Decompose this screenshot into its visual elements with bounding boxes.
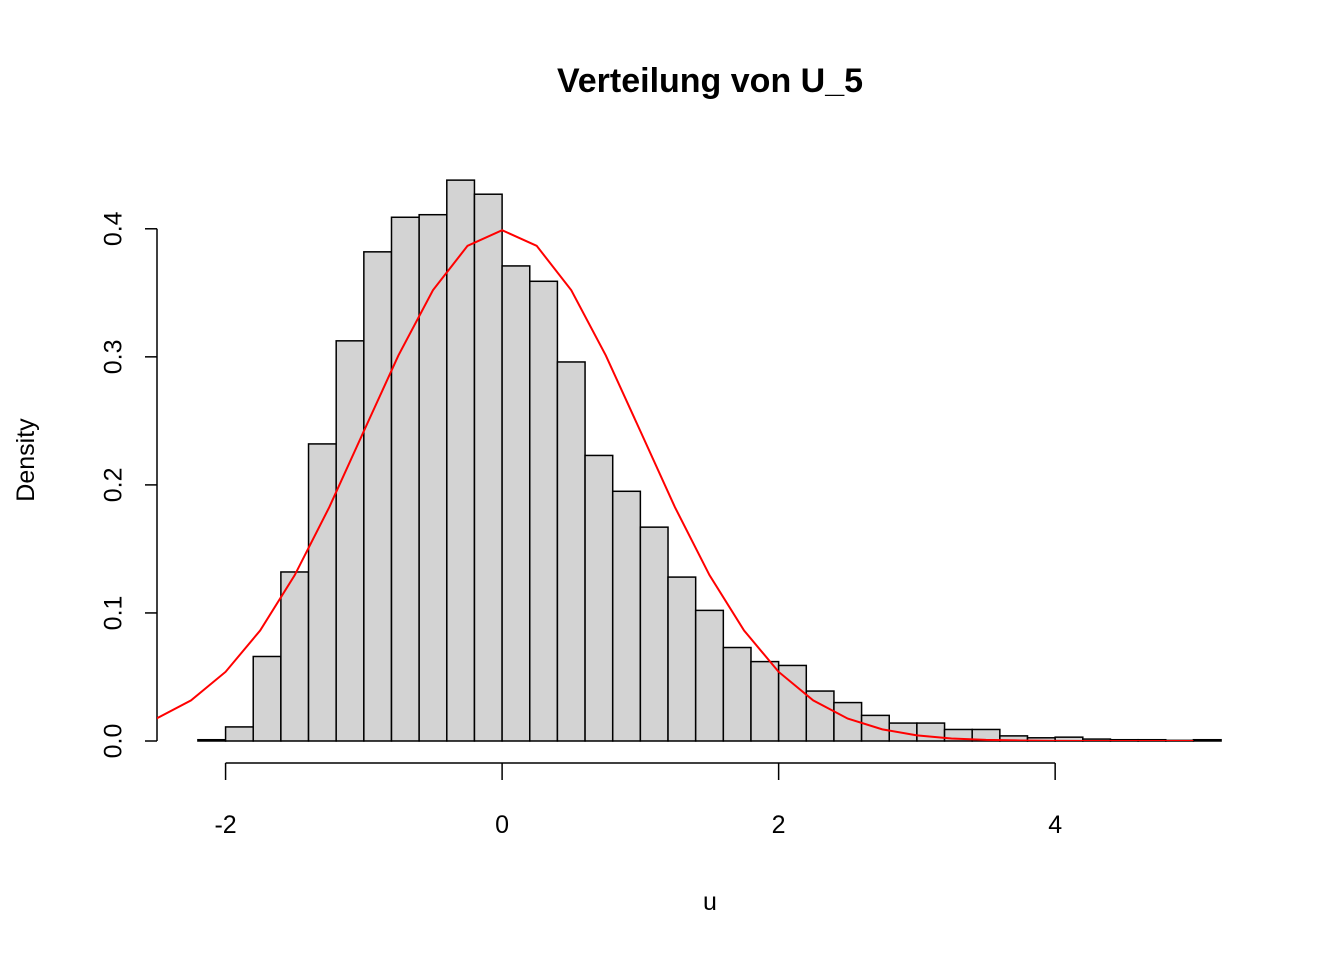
bar: [307, 443, 337, 742]
bar: [529, 280, 559, 742]
bar: [611, 490, 642, 742]
chart-title: Verteilung von U_5: [557, 62, 863, 100]
y-axis-label: Density: [12, 418, 40, 502]
bar: [556, 361, 586, 742]
bar: [1192, 738, 1222, 742]
density-curve: [157, 229, 1194, 741]
x-tick-label: 4: [1048, 811, 1062, 839]
bar: [501, 265, 531, 742]
bar: [390, 216, 420, 742]
bar: [335, 340, 365, 742]
y-tick-label: 0.4: [100, 211, 128, 246]
bar: [639, 526, 669, 742]
bar: [667, 576, 697, 742]
bar: [722, 646, 752, 742]
bar: [363, 251, 393, 742]
bar: [473, 193, 503, 742]
bar: [694, 609, 725, 742]
y-tick-label: 0.0: [100, 724, 128, 759]
x-tick-label: -2: [214, 811, 236, 839]
y-tick-label: 0.1: [100, 596, 128, 631]
bar: [750, 660, 780, 742]
x-axis-label: u: [703, 888, 717, 916]
bar: [777, 664, 808, 742]
y-tick-label: 0.2: [100, 468, 128, 503]
y-tick-label: 0.3: [100, 339, 128, 374]
bar: [197, 738, 227, 742]
bar: [280, 571, 310, 742]
bar: [446, 179, 476, 742]
x-tick-label: 2: [772, 811, 786, 839]
bar: [584, 454, 614, 742]
bar: [252, 655, 282, 742]
x-tick-label: 0: [495, 811, 509, 839]
bar: [418, 213, 448, 742]
bar: [224, 726, 254, 742]
